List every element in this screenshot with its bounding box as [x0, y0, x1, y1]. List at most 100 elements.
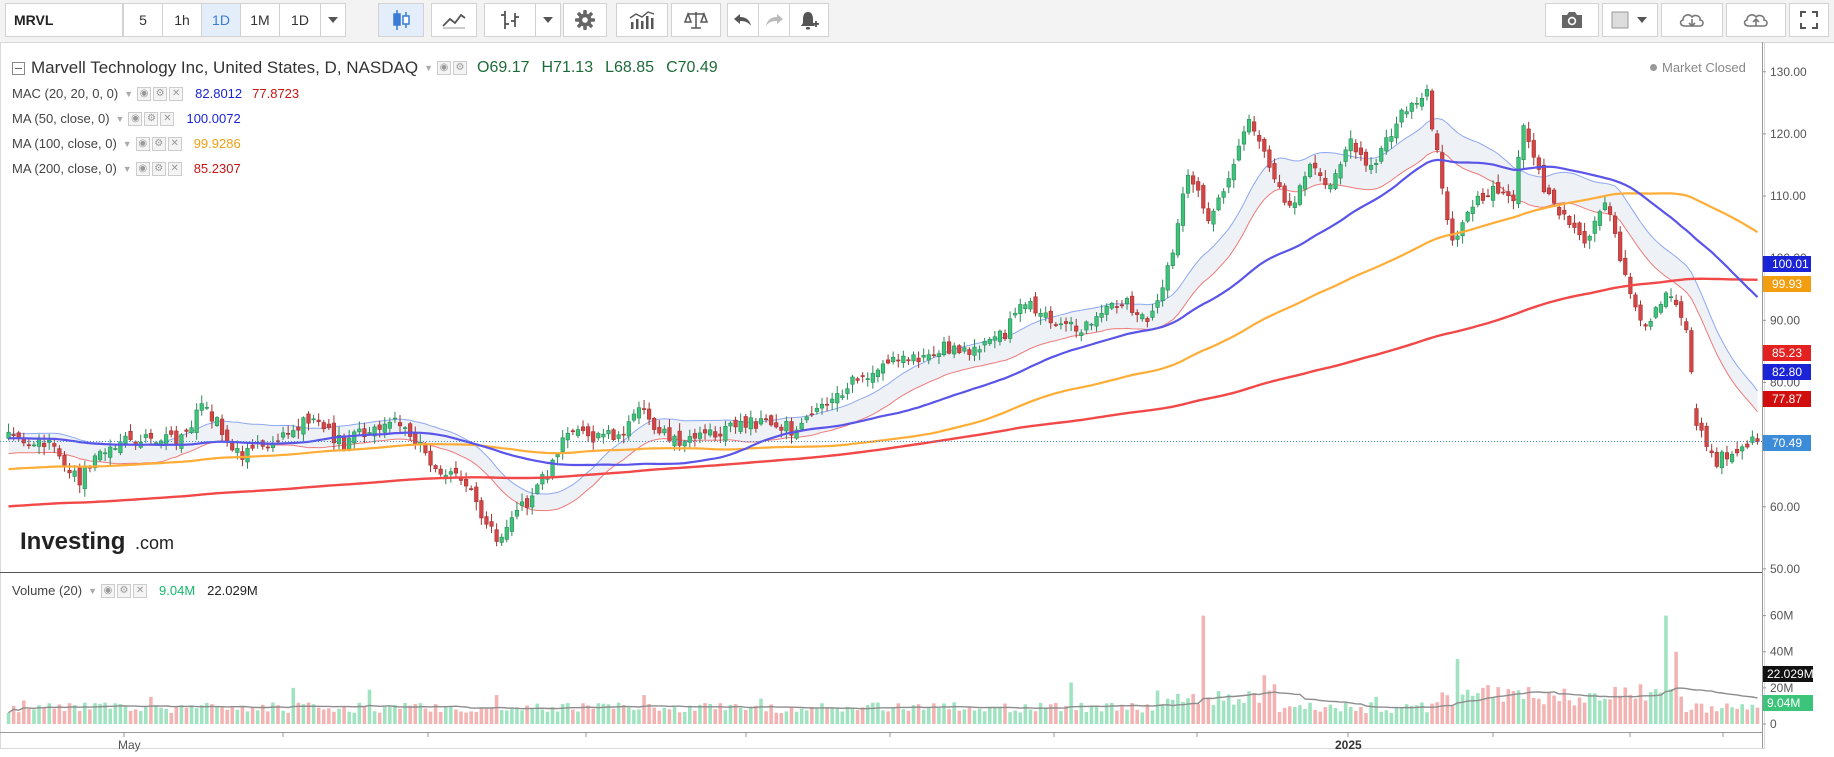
- candle-body: [1180, 193, 1186, 226]
- volume-bar: [515, 707, 519, 724]
- volume-tick-label: 0: [1770, 717, 1777, 731]
- close-icon[interactable]: ✕: [133, 583, 148, 598]
- volume-bar: [1211, 705, 1216, 724]
- settings-gear-icon[interactable]: ⚙: [453, 61, 467, 75]
- candle-body: [245, 448, 250, 463]
- volume-tick-label: 20M: [1770, 681, 1793, 695]
- cloud-upload-button[interactable]: [1726, 3, 1786, 37]
- indicator-ma100[interactable]: MA (100, close, 0) ▼ ◉ ⚙ ✕ 99.9286: [12, 136, 241, 151]
- indicator-volume[interactable]: Volume (20) ▼ ◉ ⚙ ✕ 9.04M 22.029M: [12, 583, 258, 598]
- visibility-icon[interactable]: ◉: [137, 86, 152, 101]
- volume-bar: [1282, 707, 1287, 724]
- candle-body: [367, 432, 372, 434]
- volume-bar: [1379, 711, 1384, 724]
- collapse-icon[interactable]: [12, 61, 25, 75]
- candle-body: [494, 529, 499, 542]
- volume-bar: [1191, 694, 1195, 724]
- candle: [540, 471, 545, 490]
- candle-body: [1709, 450, 1714, 453]
- price-tick-label: 90.00: [1770, 313, 1800, 327]
- volume-bar: [1318, 711, 1323, 724]
- settings-gear-icon[interactable]: ⚙: [153, 86, 168, 101]
- volume-bar: [403, 702, 407, 724]
- timeframe-1d-button[interactable]: 1D: [201, 3, 241, 37]
- indicator-caret[interactable]: ▼: [115, 113, 125, 124]
- settings-gear-icon[interactable]: ⚙: [151, 161, 166, 176]
- indicator-caret[interactable]: ▼: [88, 585, 98, 596]
- candle-body: [484, 516, 489, 525]
- undo-button[interactable]: [727, 3, 759, 37]
- interval-select-button[interactable]: 1D: [279, 3, 321, 37]
- chart-type-dropdown-button[interactable]: [535, 3, 561, 37]
- visibility-icon[interactable]: ◉: [128, 111, 143, 126]
- line-chart-type-button[interactable]: [431, 3, 477, 37]
- indicator-ma200[interactable]: MA (200, close, 0) ▼ ◉ ⚙ ✕ 85.2307: [12, 161, 241, 176]
- indicators-button[interactable]: [616, 3, 668, 37]
- compare-button[interactable]: [671, 3, 721, 37]
- cloud-download-button[interactable]: [1661, 3, 1723, 37]
- visibility-icon[interactable]: ◉: [135, 136, 150, 151]
- timeframe-5-button[interactable]: 5: [123, 3, 163, 37]
- candle-body: [519, 501, 525, 506]
- settings-gear-icon[interactable]: ⚙: [151, 136, 166, 151]
- volume-bar: [260, 704, 265, 724]
- close-icon[interactable]: ✕: [169, 86, 184, 101]
- settings-gear-icon[interactable]: ⚙: [117, 583, 132, 598]
- symbol-search-input[interactable]: [5, 3, 123, 37]
- candle-body: [1648, 321, 1653, 327]
- visibility-icon[interactable]: ◉: [437, 61, 451, 75]
- indicator-mac[interactable]: MAC (20, 20, 0, 0) ▼ ◉ ⚙ ✕ 82.8012 77.8723: [12, 86, 299, 101]
- candle-body: [57, 448, 62, 457]
- investing-logo: Investing .com: [20, 528, 174, 555]
- volume-bar: [327, 708, 331, 724]
- volume-bar: [1409, 706, 1414, 724]
- timeframe-1m-button[interactable]: 1M: [240, 3, 280, 37]
- indicator-caret[interactable]: ▼: [122, 138, 132, 149]
- template-button[interactable]: [1602, 3, 1658, 37]
- candle: [26, 438, 31, 449]
- candle: [1328, 183, 1333, 193]
- candle: [1582, 222, 1587, 248]
- candle: [748, 410, 753, 436]
- settings-button[interactable]: [563, 3, 607, 37]
- candle: [1079, 329, 1084, 342]
- volume-bar: [1506, 689, 1511, 724]
- price-tag-label: 82.80: [1772, 365, 1802, 379]
- interval-dropdown-button[interactable]: [320, 3, 346, 37]
- candle-body: [103, 452, 108, 455]
- candle: [774, 414, 779, 429]
- indicator-ma50[interactable]: MA (50, close, 0) ▼ ◉ ⚙ ✕ 100.0072: [12, 111, 241, 126]
- price-chart[interactable]: 130.00120.00110.00100.0090.0080.0070.006…: [0, 42, 1834, 757]
- candle: [1236, 138, 1241, 162]
- volume-bar: [316, 707, 321, 724]
- title-dropdown-caret[interactable]: ▼: [424, 63, 433, 73]
- candle-body: [413, 432, 418, 445]
- visibility-icon[interactable]: ◉: [101, 583, 116, 598]
- alert-button[interactable]: [789, 3, 829, 37]
- close-icon[interactable]: ✕: [167, 161, 182, 176]
- volume-bar: [113, 703, 118, 724]
- indicator-caret[interactable]: ▼: [124, 88, 134, 99]
- candle: [1114, 300, 1119, 314]
- candle-body: [1328, 184, 1333, 190]
- volume-bar: [1262, 675, 1267, 724]
- volume-bar: [1694, 703, 1699, 724]
- settings-gear-icon[interactable]: ⚙: [144, 111, 159, 126]
- close-icon[interactable]: ✕: [160, 111, 175, 126]
- undo-icon: [734, 14, 751, 26]
- fullscreen-button[interactable]: [1789, 3, 1829, 37]
- price-tag: 85.23: [1763, 345, 1811, 361]
- volume-bar: [1155, 690, 1160, 724]
- redo-button[interactable]: [758, 3, 790, 37]
- candle-body: [1211, 210, 1216, 225]
- bar-chart-type-button[interactable]: [484, 3, 536, 37]
- close-icon[interactable]: ✕: [167, 136, 182, 151]
- volume-tag: 22.029M: [1763, 666, 1814, 682]
- ohlc-low-label: L: [605, 59, 615, 76]
- snapshot-button[interactable]: [1545, 3, 1599, 37]
- indicator-caret[interactable]: ▼: [122, 163, 132, 174]
- candle: [509, 511, 514, 537]
- candlestick-type-button[interactable]: [378, 3, 424, 37]
- timeframe-1h-button[interactable]: 1h: [162, 3, 202, 37]
- visibility-icon[interactable]: ◉: [135, 161, 150, 176]
